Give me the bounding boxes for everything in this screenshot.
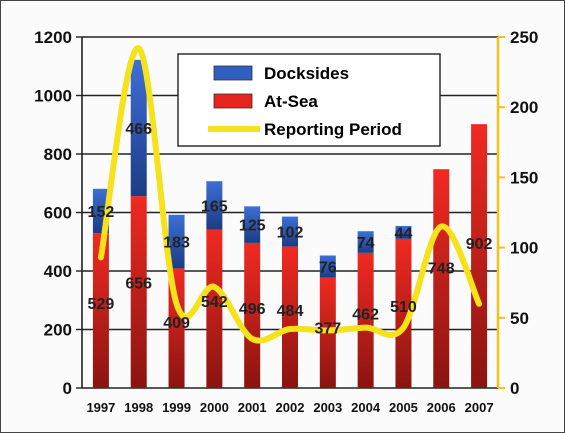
- left-tick-label: 600: [44, 204, 72, 223]
- at-sea-bar: [471, 124, 488, 388]
- legend-swatch: [213, 65, 253, 81]
- docksides-bar: [244, 206, 261, 243]
- docksides-value-label: 102: [277, 225, 304, 242]
- x-tick-label: 2004: [351, 400, 381, 415]
- docksides-value-label: 165: [201, 198, 228, 215]
- legend-label: Reporting Period: [264, 120, 402, 139]
- at-sea-value-label: 377: [314, 320, 341, 337]
- at-sea-bar: [282, 246, 298, 388]
- x-tick-label: 2005: [389, 400, 418, 415]
- docksides-value-label: 152: [88, 204, 115, 221]
- right-tick-label: 100: [510, 239, 538, 258]
- x-tick-label: 2007: [465, 400, 494, 415]
- left-tick-label: 200: [44, 321, 72, 340]
- at-sea-value-label: 529: [88, 296, 115, 313]
- at-sea-value-label: 748: [428, 261, 455, 278]
- x-tick-label: 1999: [162, 400, 191, 415]
- docksides-bar: [282, 216, 298, 247]
- at-sea-value-label: 510: [390, 299, 417, 316]
- docksides-value-label: 44: [395, 225, 413, 242]
- left-tick-label: 0: [63, 379, 72, 398]
- legend-swatch: [213, 93, 253, 109]
- at-sea-bar: [357, 252, 374, 388]
- docksides-bar: [357, 231, 374, 253]
- at-sea-bar: [206, 229, 223, 388]
- at-sea-bar: [92, 233, 109, 388]
- x-tick-label: 2002: [276, 400, 305, 415]
- docksides-value-label: 76: [319, 260, 337, 277]
- right-tick-label: 0: [510, 379, 519, 398]
- docksides-value-label: 466: [125, 121, 152, 138]
- right-tick-label: 200: [510, 98, 538, 117]
- x-tick-label: 2000: [200, 400, 229, 415]
- at-sea-value-label: 656: [125, 275, 152, 292]
- at-sea-value-label: 484: [277, 303, 304, 320]
- at-sea-value-label: 542: [201, 294, 228, 311]
- legend: Docksides At-Sea Reporting Period: [177, 53, 441, 147]
- reporting-period-line: [97, 45, 483, 344]
- at-sea-value-label: 409: [163, 315, 190, 332]
- docksides-bar: [168, 214, 185, 269]
- docksides-value-label: 183: [163, 235, 190, 252]
- right-tick-label: 250: [510, 28, 538, 47]
- left-tick-label: 800: [44, 145, 72, 164]
- docksides-bar: [130, 59, 147, 197]
- right-tick-label: 150: [510, 168, 538, 187]
- at-sea-value-label: 462: [352, 307, 379, 324]
- x-tick-label: 2006: [427, 400, 456, 415]
- at-sea-value-label: 902: [466, 236, 493, 253]
- at-sea-bar: [244, 242, 261, 388]
- data-labels: 529 152 656 466 409 183 542 165 496 125 484 102 377 7…: [88, 121, 493, 337]
- docksides-bar: [319, 255, 336, 278]
- docksides-bar: [206, 181, 223, 230]
- docksides-value-label: 74: [357, 235, 375, 252]
- left-tick-label: 1200: [34, 28, 72, 47]
- x-tick-label: 1998: [124, 400, 153, 415]
- axes: 0 200 400 600 800 1000 1200 0 50 100 150 200 250 1997…: [34, 28, 538, 415]
- left-tick-label: 1000: [34, 87, 72, 106]
- reporting-period-series-line: [97, 45, 483, 344]
- left-tick-label: 400: [44, 262, 72, 281]
- docksides-value-label: 125: [239, 218, 266, 235]
- right-tick-label: 50: [510, 309, 529, 328]
- at-sea-bar: [130, 196, 147, 388]
- docksides-bar: [395, 225, 412, 239]
- x-tick-label: 1997: [86, 400, 115, 415]
- legend-label: Docksides: [264, 64, 349, 83]
- legend-label: At-Sea: [264, 92, 318, 111]
- x-tick-label: 2003: [313, 400, 342, 415]
- at-sea-bar: [433, 169, 450, 388]
- at-sea-bar: [395, 238, 412, 388]
- bars: [92, 59, 488, 388]
- at-sea-value-label: 496: [239, 301, 266, 318]
- x-tick-label: 2001: [238, 400, 267, 415]
